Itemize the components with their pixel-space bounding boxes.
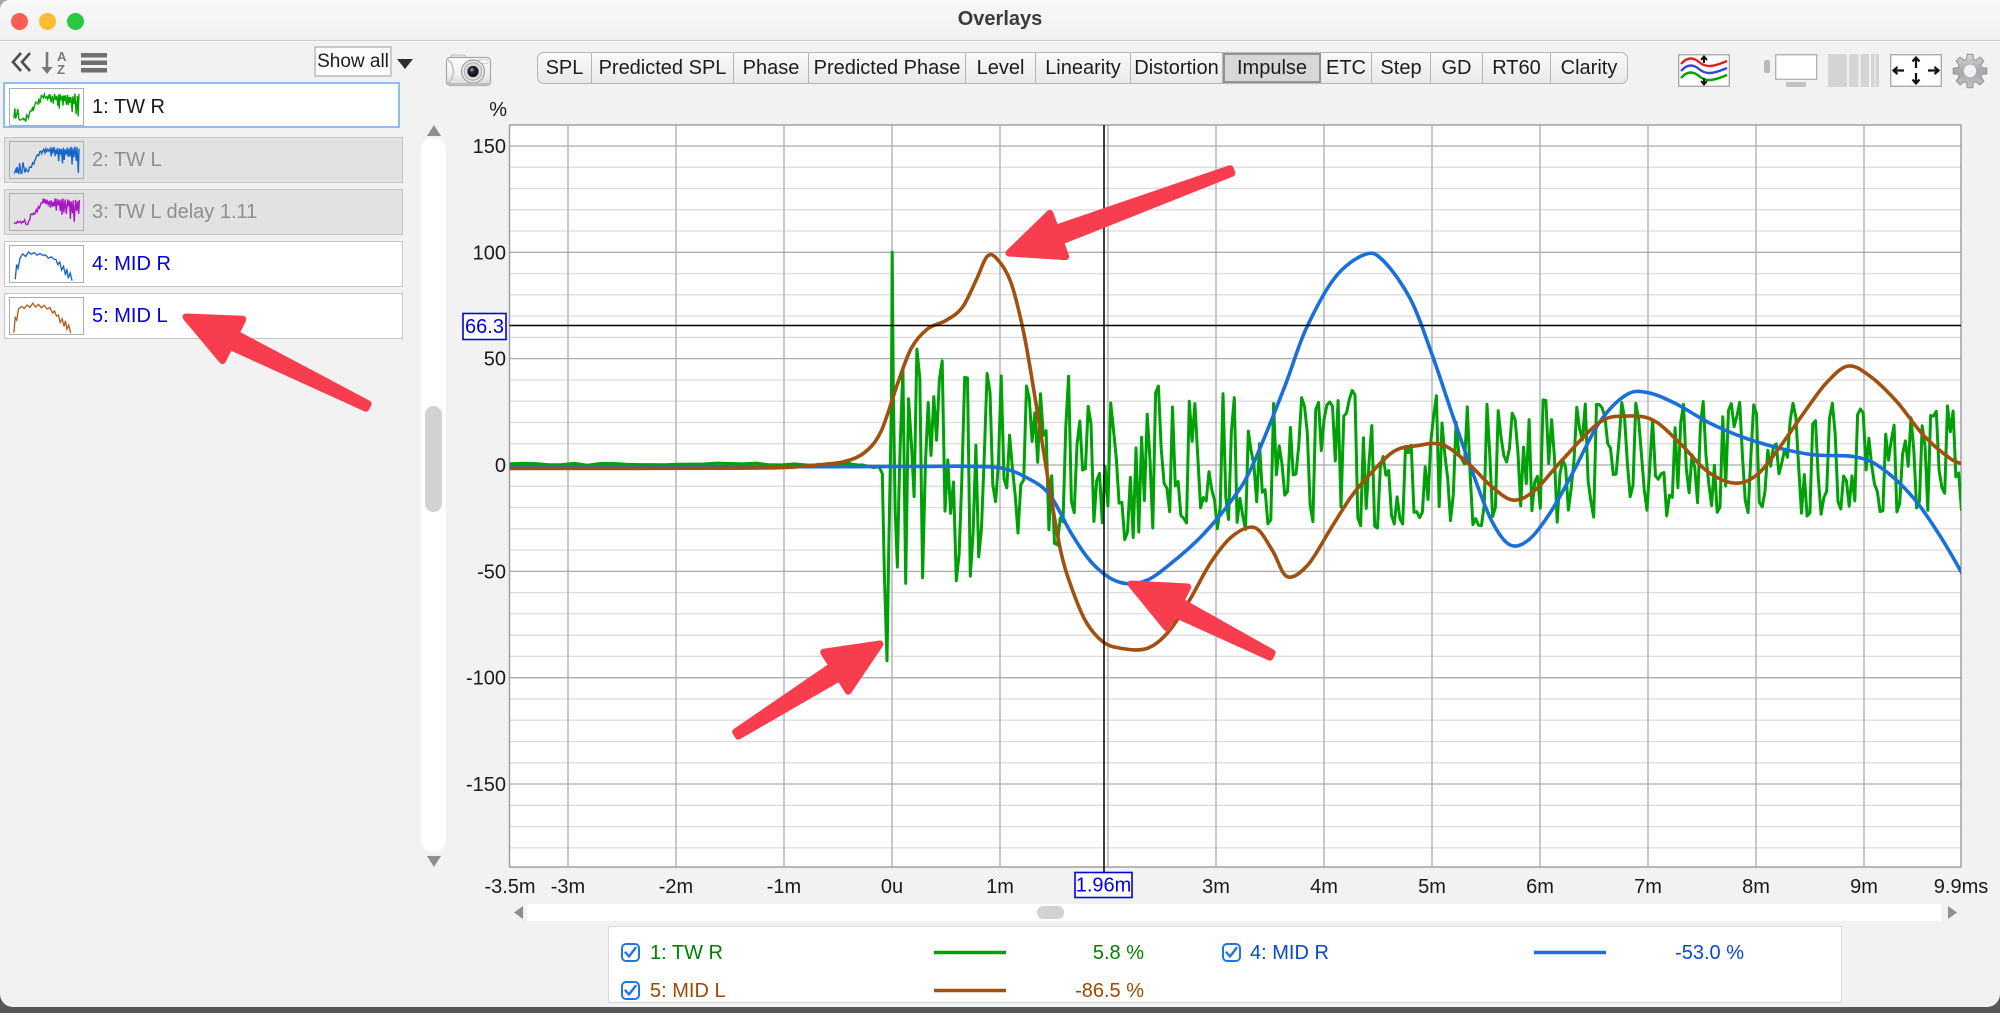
svg-text:1m: 1m	[986, 876, 1014, 898]
svg-text:8m: 8m	[1742, 876, 1770, 898]
svg-text:-100: -100	[466, 668, 506, 690]
svg-text:-50: -50	[477, 561, 506, 583]
svg-text:9m: 9m	[1850, 876, 1878, 898]
svg-text:0: 0	[495, 455, 506, 477]
svg-text:A: A	[57, 49, 67, 64]
svg-text:150: 150	[473, 136, 506, 158]
svg-text:100: 100	[473, 242, 506, 264]
svg-text:9.9ms: 9.9ms	[1934, 876, 1988, 898]
svg-text:4m: 4m	[1310, 876, 1338, 898]
svg-text:-3m: -3m	[551, 876, 585, 898]
svg-text:Z: Z	[57, 62, 65, 77]
svg-text:7m: 7m	[1634, 876, 1662, 898]
svg-text:-1m: -1m	[767, 876, 801, 898]
svg-text:66.3: 66.3	[465, 316, 504, 338]
svg-text:%: %	[489, 99, 507, 121]
svg-text:0u: 0u	[881, 876, 903, 898]
svg-text:6m: 6m	[1526, 876, 1554, 898]
svg-text:-3.5m: -3.5m	[484, 876, 535, 898]
svg-text:3m: 3m	[1202, 876, 1230, 898]
svg-text:5m: 5m	[1418, 876, 1446, 898]
svg-text:-2m: -2m	[659, 876, 693, 898]
svg-text:-150: -150	[466, 774, 506, 796]
svg-text:50: 50	[484, 349, 506, 371]
svg-text:1.96m: 1.96m	[1076, 875, 1132, 897]
